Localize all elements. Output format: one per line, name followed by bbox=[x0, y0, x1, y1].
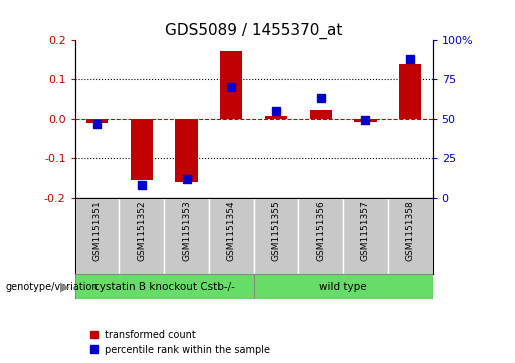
Text: GSM1151356: GSM1151356 bbox=[316, 200, 325, 261]
Text: GSM1151351: GSM1151351 bbox=[93, 200, 101, 261]
Bar bbox=[253, 274, 433, 299]
Bar bbox=[253, 198, 298, 274]
Text: genotype/variation: genotype/variation bbox=[5, 282, 98, 292]
Text: GSM1151352: GSM1151352 bbox=[138, 200, 146, 261]
Bar bbox=[75, 198, 119, 274]
Bar bbox=[220, 51, 243, 119]
Text: GSM1151353: GSM1151353 bbox=[182, 200, 191, 261]
Bar bbox=[119, 198, 164, 274]
Text: GSM1151354: GSM1151354 bbox=[227, 200, 236, 261]
Bar bbox=[209, 198, 253, 274]
Text: ▶: ▶ bbox=[60, 280, 70, 293]
Legend: transformed count, percentile rank within the sample: transformed count, percentile rank withi… bbox=[90, 330, 270, 355]
Bar bbox=[75, 274, 253, 299]
Bar bbox=[399, 64, 421, 119]
Bar bbox=[388, 198, 433, 274]
Bar bbox=[265, 116, 287, 119]
Text: wild type: wild type bbox=[319, 282, 367, 292]
Text: GSM1151358: GSM1151358 bbox=[406, 200, 415, 261]
Bar bbox=[164, 198, 209, 274]
Bar bbox=[310, 110, 332, 119]
Text: GSM1151355: GSM1151355 bbox=[271, 200, 281, 261]
Bar bbox=[298, 198, 343, 274]
Bar bbox=[354, 119, 376, 122]
Title: GDS5089 / 1455370_at: GDS5089 / 1455370_at bbox=[165, 23, 342, 38]
Bar bbox=[131, 119, 153, 180]
Bar bbox=[86, 119, 108, 123]
Text: GSM1151357: GSM1151357 bbox=[361, 200, 370, 261]
Bar bbox=[343, 198, 388, 274]
Bar bbox=[175, 119, 198, 182]
Text: cystatin B knockout Cstb-/-: cystatin B knockout Cstb-/- bbox=[94, 282, 235, 292]
